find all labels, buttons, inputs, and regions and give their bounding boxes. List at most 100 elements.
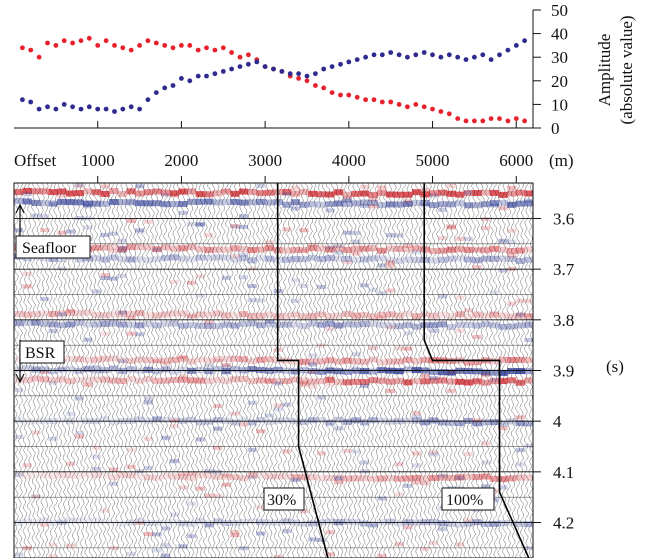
- amplitude-band: [524, 200, 533, 207]
- amplitude-band: [437, 474, 448, 481]
- amplitude-band: [498, 312, 508, 319]
- amplitude-band: [169, 201, 179, 208]
- amplitude-band: [273, 473, 283, 480]
- amplitude-band: [308, 474, 318, 481]
- amplitude-band: [411, 189, 422, 196]
- time-tick-label: 3.7: [553, 260, 575, 279]
- amplitude-band: [187, 358, 197, 365]
- noise-band: [498, 239, 508, 244]
- noise-band: [463, 190, 473, 195]
- amplitude-band: [420, 200, 430, 206]
- noise-band: [143, 531, 153, 536]
- noise-band: [455, 295, 465, 300]
- amplitude-band: [91, 517, 102, 524]
- amplitude-band: [377, 475, 387, 482]
- data-point: [480, 118, 486, 124]
- data-point: [396, 52, 402, 58]
- data-point: [455, 116, 461, 121]
- amplitude-band: [472, 359, 482, 366]
- amplitude-band: [230, 198, 240, 205]
- noise-band: [316, 284, 326, 289]
- data-point: [313, 83, 318, 88]
- data-point: [363, 97, 368, 103]
- data-point: [86, 104, 92, 110]
- data-point: [304, 73, 310, 79]
- amplitude-band: [143, 376, 153, 383]
- noise-band: [282, 192, 292, 197]
- noise-band: [117, 310, 127, 315]
- amplitude-band: [515, 356, 525, 363]
- amplitude-band: [498, 378, 508, 385]
- amplitude-band: [282, 189, 292, 195]
- amplitude-band: [117, 321, 127, 328]
- noise-band: [14, 388, 24, 393]
- amplitude-band: [299, 474, 309, 481]
- amplitude-band: [403, 310, 413, 317]
- amplitude-band: [481, 520, 491, 527]
- noise-band: [161, 553, 171, 558]
- data-point: [321, 85, 327, 91]
- noise-band: [22, 284, 32, 289]
- amplitude-band: [403, 417, 413, 424]
- amplitude-band: [437, 321, 448, 328]
- amplitude-band: [14, 356, 24, 363]
- amplitude-band: [472, 311, 482, 318]
- noise-band: [342, 195, 352, 200]
- noise-band: [351, 231, 361, 236]
- noise-band: [213, 358, 223, 363]
- amplitude-band: [351, 321, 361, 328]
- amplitude-band: [126, 321, 136, 328]
- noise-band: [481, 484, 491, 489]
- data-point: [204, 73, 209, 79]
- amplitude-band: [247, 419, 257, 426]
- amplitude-band: [498, 420, 508, 427]
- data-point: [354, 94, 360, 100]
- seismic-grid: [14, 218, 533, 549]
- amplitude-band: [100, 518, 110, 525]
- noise-band: [368, 247, 378, 252]
- amplitude-band: [238, 311, 249, 318]
- amplitude-band: [256, 356, 266, 363]
- data-point: [338, 61, 343, 67]
- amplitude-band: [334, 416, 344, 423]
- amplitude-band: [204, 322, 214, 329]
- amplitude-band: [178, 520, 188, 527]
- amplitude-band: [351, 519, 361, 525]
- amplitude-band: [74, 356, 84, 363]
- amplitude-band: [377, 322, 387, 328]
- amplitude-band: [325, 475, 335, 481]
- noise-band: [368, 197, 378, 202]
- amplitude-band: [524, 368, 533, 375]
- amplitude-band: [368, 313, 378, 320]
- noise-band: [360, 460, 370, 465]
- noise-band: [178, 355, 188, 360]
- amplitude-band: [515, 368, 525, 375]
- noise-band: [489, 290, 499, 295]
- noise-band: [230, 224, 240, 229]
- noise-band: [169, 279, 179, 284]
- amplitude-band: [420, 322, 430, 329]
- amplitude-band: [489, 419, 499, 426]
- amplitude-band: [282, 518, 292, 525]
- data-point: [321, 66, 327, 72]
- amplitude-band: [143, 200, 153, 207]
- noise-band: [204, 363, 214, 368]
- amplitude-band: [377, 255, 387, 262]
- amplitude-band: [334, 200, 344, 207]
- noise-band: [126, 447, 136, 452]
- noise-band: [31, 366, 41, 371]
- amplitude-band: [256, 190, 266, 197]
- noise-band: [187, 534, 197, 539]
- noise-band: [14, 552, 24, 557]
- amplitude-band: [74, 518, 84, 524]
- amplitude-band: [498, 356, 508, 363]
- time-tick-label: 3.6: [553, 209, 574, 228]
- data-point: [379, 99, 385, 105]
- noise-band: [126, 551, 136, 556]
- noise-band: [195, 222, 205, 227]
- noise-band: [316, 538, 326, 542]
- noise-band: [169, 424, 179, 429]
- amplitude-band: [325, 255, 335, 262]
- noise-band: [455, 476, 465, 481]
